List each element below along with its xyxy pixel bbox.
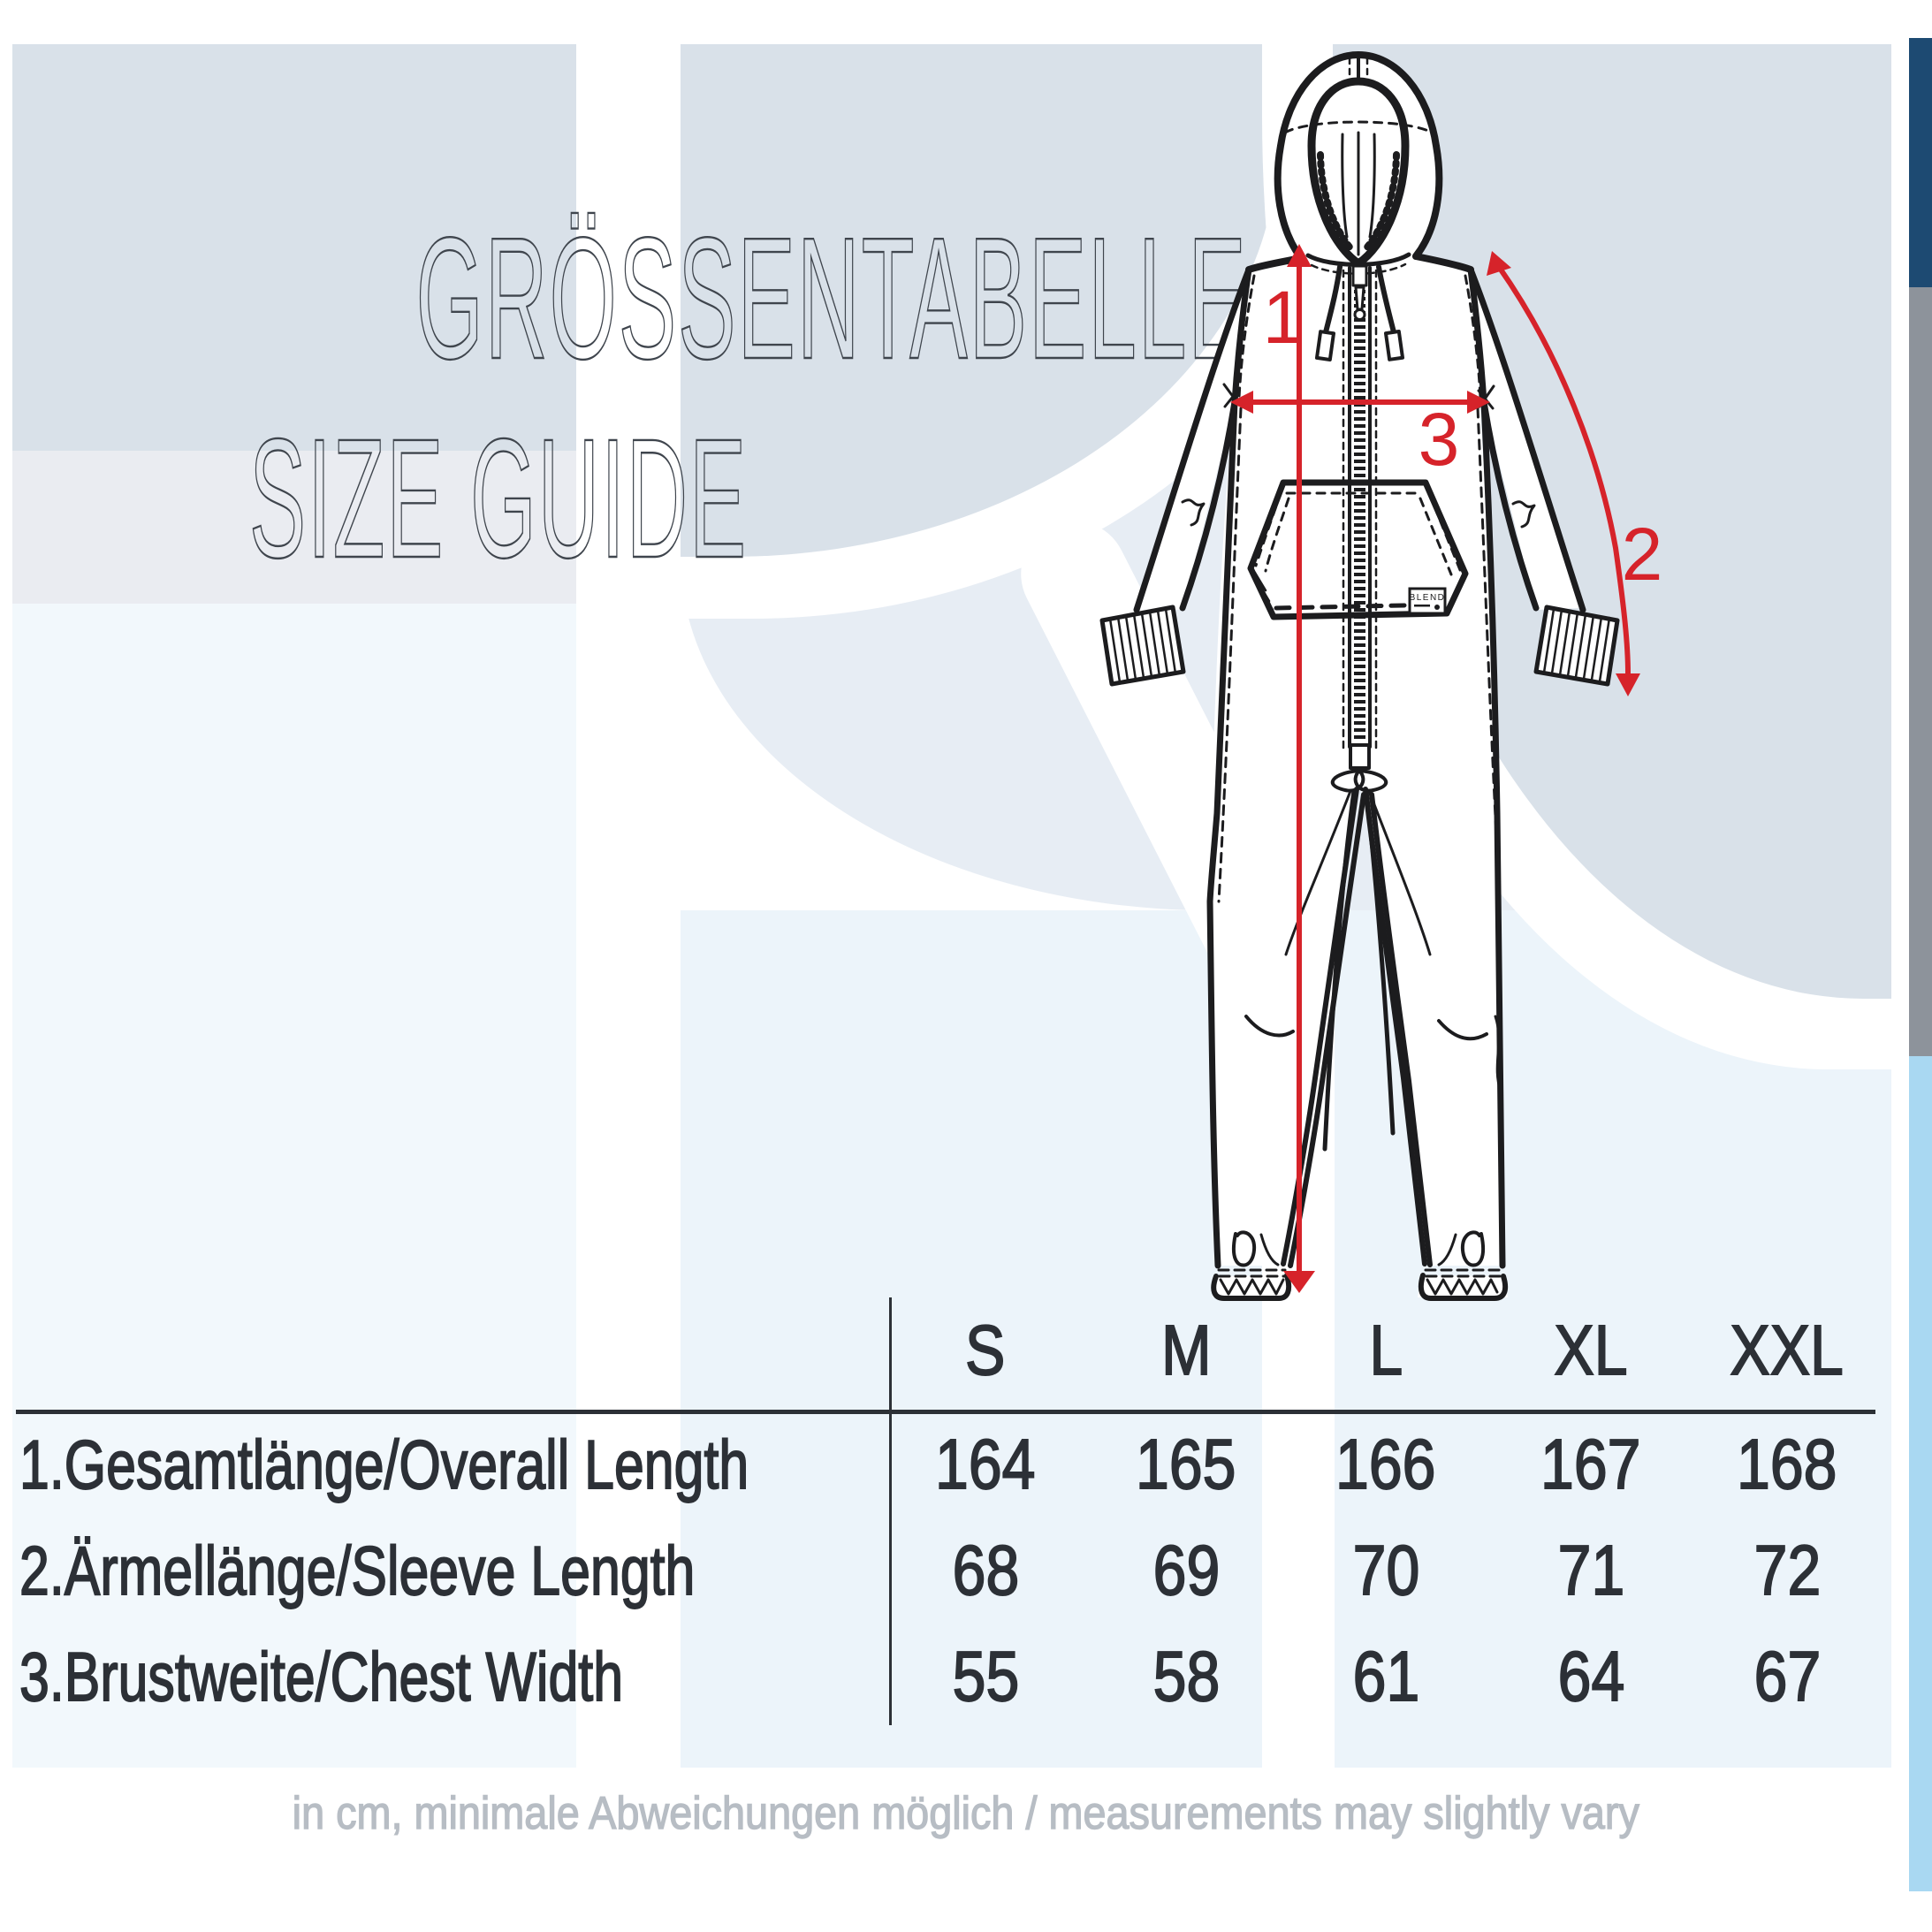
table-cell: 72 [1753, 1530, 1821, 1610]
pocket-brand-label: BLEND [1408, 587, 1447, 615]
bg-band-mid-left [12, 451, 583, 604]
table-cell: 55 [951, 1636, 1019, 1716]
row-label-overall-length: 1.Gesamtlänge/Overall Length [19, 1425, 749, 1504]
brand-label-text: BLEND [1410, 593, 1446, 603]
column-header-xl: XL [1554, 1310, 1629, 1390]
column-header-l: L [1368, 1310, 1403, 1390]
table-cell: 71 [1556, 1530, 1624, 1610]
row-label-sleeve-length: 2.Ärmellänge/Sleeve Length [19, 1531, 696, 1610]
table-horizontal-rule [16, 1410, 1875, 1414]
garment-linework [1099, 51, 1620, 1301]
edge-bar-blue [1909, 1056, 1932, 1891]
table-cell: 69 [1152, 1530, 1220, 1610]
table-cell: 61 [1351, 1636, 1419, 1716]
marker-sleeve-length: 2 [1622, 513, 1663, 596]
column-header-m: M [1160, 1310, 1212, 1390]
table-cell: 58 [1152, 1636, 1220, 1716]
bg-gutter-left [576, 39, 673, 1768]
table-cell: 164 [934, 1424, 1036, 1504]
table-cell: 70 [1351, 1530, 1419, 1610]
edge-bar-navy [1909, 38, 1932, 287]
table-vertical-divider [889, 1297, 892, 1725]
row-label-chest-width: 3.Brustweite/Chest Width [19, 1637, 624, 1716]
bg-panel-left [12, 604, 583, 1768]
marker-overall-length: 1 [1263, 276, 1304, 359]
table-cell: 167 [1540, 1424, 1641, 1504]
column-header-s: S [965, 1310, 1007, 1390]
measurement-arrows: 1 2 3 [1230, 244, 1662, 1293]
title-line-english: SIZE GUIDE [248, 403, 749, 593]
edge-bar-gray [1909, 287, 1932, 1056]
column-header-xxl: XXL [1730, 1310, 1845, 1390]
bg-band-top-left [12, 44, 583, 451]
footer-note: in cm, minimale Abweichungen möglich / m… [292, 1787, 1640, 1839]
table-cell: 64 [1556, 1636, 1624, 1716]
table-cell: 165 [1135, 1424, 1236, 1504]
table-cell: 168 [1736, 1424, 1837, 1504]
title-line-german: GRÖSSENTABELLE [415, 202, 1248, 395]
page-title: GRÖSSENTABELLE SIZE GUIDE [0, 202, 1248, 593]
table-cell: 166 [1335, 1424, 1436, 1504]
marker-chest-width: 3 [1419, 398, 1460, 481]
table-cell: 68 [951, 1530, 1019, 1610]
table-cell: 67 [1753, 1636, 1821, 1716]
